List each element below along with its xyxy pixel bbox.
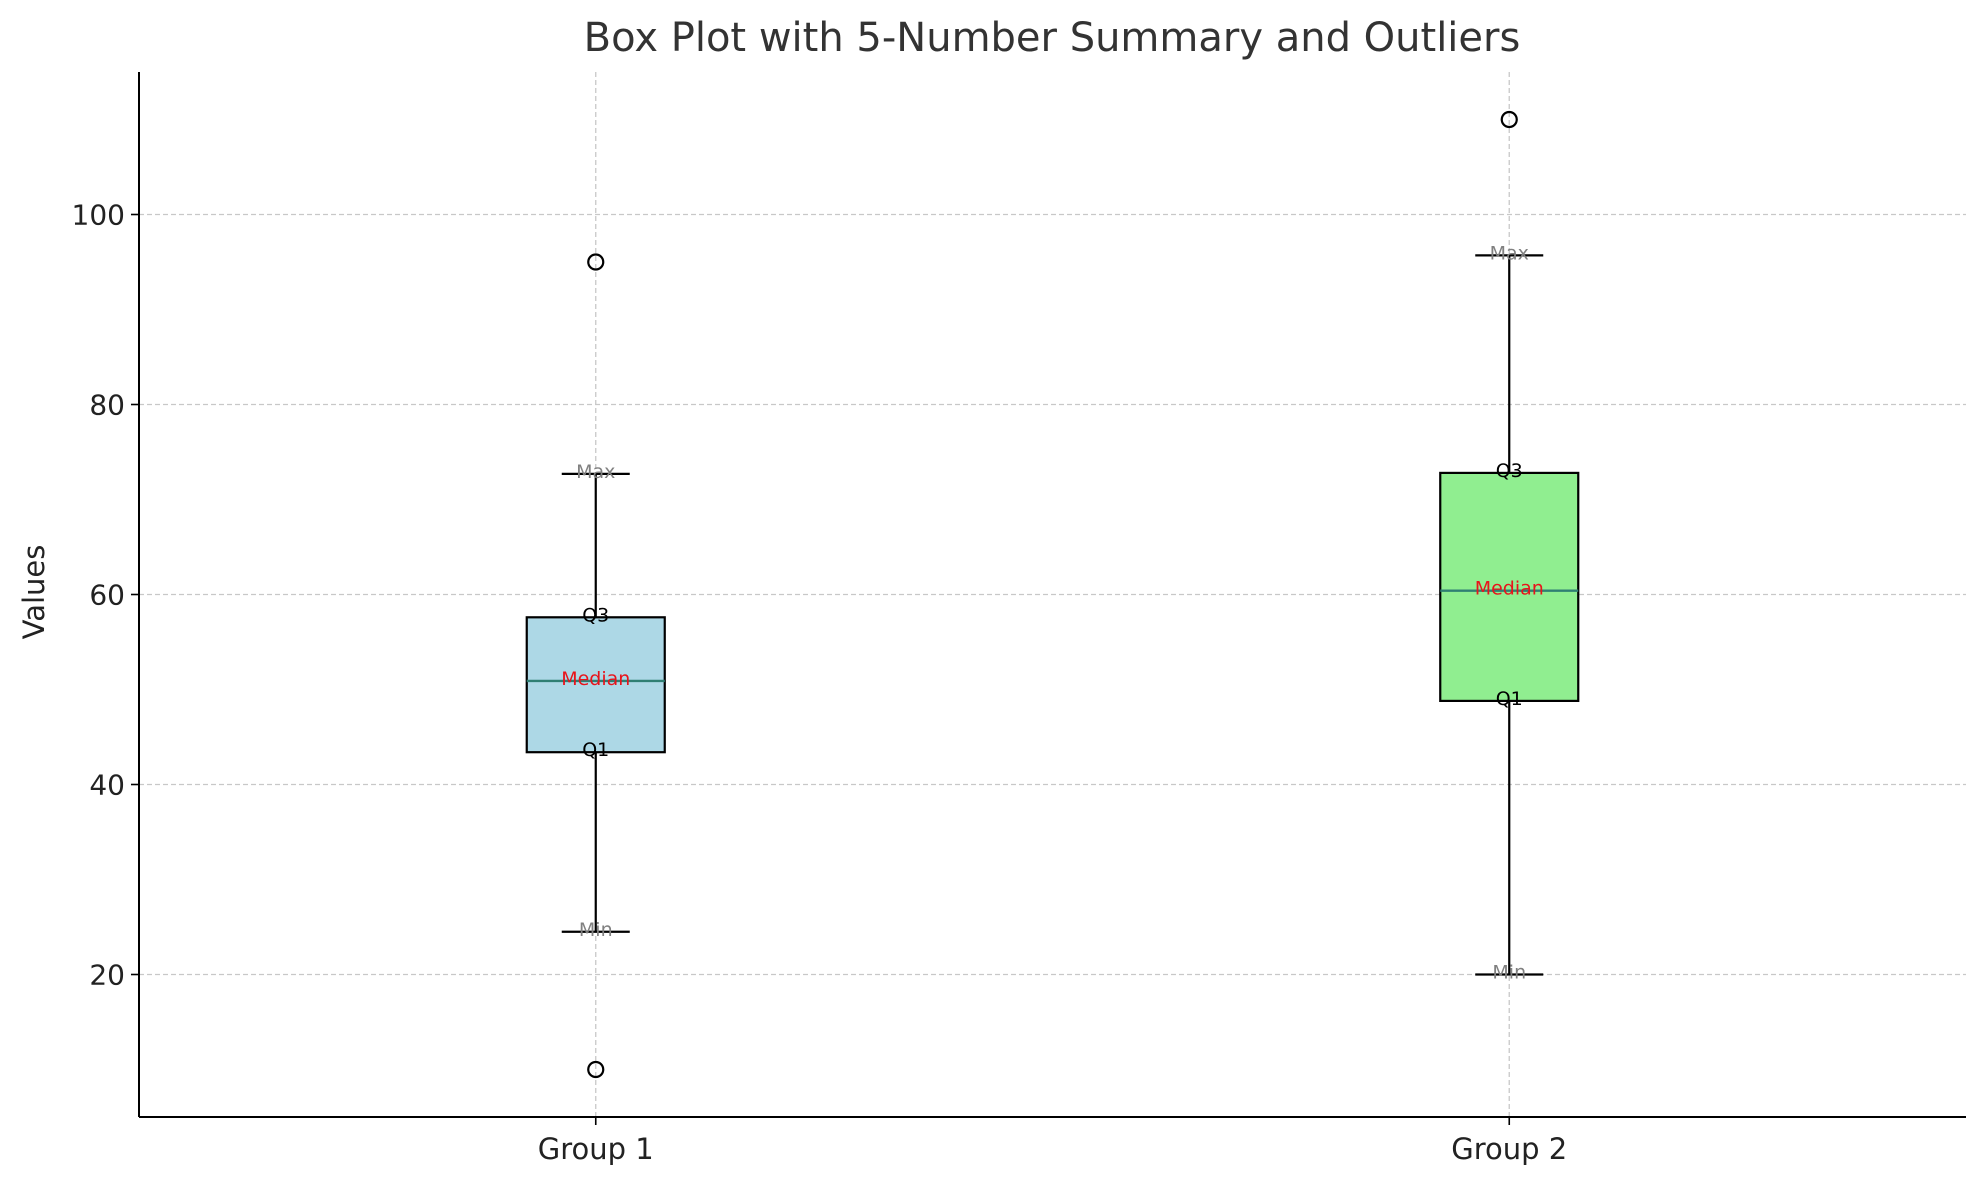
y-tick-label: 40 bbox=[89, 769, 125, 802]
y-tick-label: 80 bbox=[89, 389, 125, 422]
outlier-point bbox=[587, 1060, 605, 1079]
q3-annotation: Q3 bbox=[1496, 460, 1523, 482]
min-annotation: Min bbox=[1492, 962, 1526, 984]
q1-annotation: Q1 bbox=[1496, 688, 1523, 710]
min-annotation: Min bbox=[579, 919, 613, 941]
median-annotation: Median bbox=[1475, 578, 1544, 600]
box-plots: Max Q3 Median Q1 Min Max Q3 Median Q1 Min bbox=[525, 110, 1580, 1079]
median-annotation: Median bbox=[561, 668, 630, 690]
y-tick-label: 20 bbox=[89, 959, 125, 992]
y-tick-label: 100 bbox=[72, 199, 125, 232]
x-tick-label: Group 2 bbox=[1451, 1132, 1567, 1166]
grid-lines bbox=[139, 72, 1966, 1117]
y-axis-label: Values bbox=[17, 545, 51, 640]
q1-annotation: Q1 bbox=[582, 739, 609, 761]
outlier-point bbox=[1500, 110, 1518, 129]
y-tick-label: 60 bbox=[89, 579, 125, 612]
max-annotation: Max bbox=[576, 461, 615, 483]
outlier-point bbox=[587, 253, 605, 271]
iqr-box bbox=[525, 616, 666, 754]
axes: 20 40 60 80 100 Group 1 Group 2 bbox=[72, 72, 1966, 1166]
chart-title: Box Plot with 5-Number Summary and Outli… bbox=[584, 15, 1521, 61]
q3-annotation: Q3 bbox=[582, 604, 609, 626]
max-annotation: Max bbox=[1490, 242, 1529, 264]
iqr-box bbox=[1439, 471, 1580, 702]
x-tick-label: Group 1 bbox=[538, 1132, 654, 1166]
